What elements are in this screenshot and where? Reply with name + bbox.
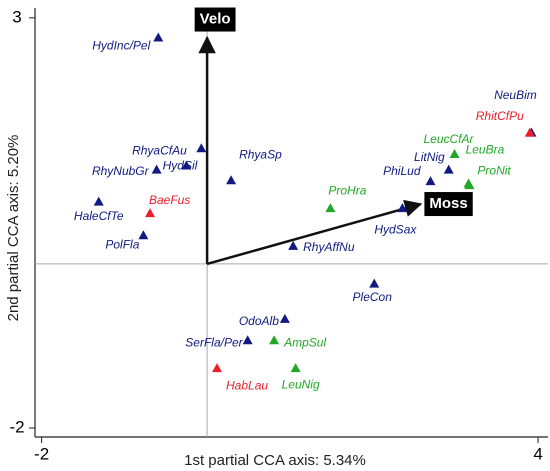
arrow-label-box bbox=[424, 192, 473, 217]
x-tick-label: -2 bbox=[34, 444, 49, 463]
x-tick-label: 4 bbox=[533, 444, 542, 463]
point-label: HydInc/Pel bbox=[92, 39, 150, 53]
point-label: PleCon bbox=[353, 290, 393, 304]
point-label: LeuBra bbox=[466, 143, 505, 157]
point-label: PhiLud bbox=[383, 164, 421, 178]
point-label: LeuNig bbox=[282, 377, 320, 391]
point bbox=[325, 203, 336, 213]
point-label: HydSax bbox=[374, 222, 417, 236]
point bbox=[369, 278, 380, 288]
point-label: LeucCfAr bbox=[423, 132, 474, 146]
point bbox=[290, 363, 301, 373]
point-label: RhitCfPu bbox=[476, 109, 524, 123]
point bbox=[288, 240, 299, 250]
point bbox=[242, 335, 253, 345]
point bbox=[524, 127, 535, 137]
point-label: RhyNubGr bbox=[92, 164, 150, 178]
arrow-label: Velo bbox=[200, 10, 231, 27]
point-label: ProHra bbox=[328, 183, 366, 197]
point bbox=[181, 160, 192, 170]
biplot-arrow bbox=[206, 199, 423, 266]
point-label: PolFla bbox=[105, 237, 139, 251]
point bbox=[212, 363, 223, 373]
point bbox=[449, 149, 460, 159]
point bbox=[397, 203, 408, 213]
x-axis-label: 1st partial CCA axis: 5.34% bbox=[184, 452, 366, 469]
point-label: HaleCfTe bbox=[74, 209, 124, 223]
point bbox=[464, 180, 475, 190]
point bbox=[93, 196, 104, 206]
point bbox=[279, 313, 290, 323]
point-label: OdoAlb bbox=[239, 314, 279, 328]
point-label: ProNit bbox=[477, 163, 511, 177]
point-label: NeuBim bbox=[494, 88, 537, 102]
point-label: BaeFus bbox=[149, 193, 190, 207]
arrow-label: Moss bbox=[429, 195, 467, 212]
point bbox=[138, 230, 149, 240]
y-tick-label: -2 bbox=[9, 417, 24, 436]
point bbox=[425, 176, 436, 186]
point bbox=[196, 143, 207, 153]
point bbox=[269, 335, 280, 345]
point bbox=[226, 175, 237, 185]
point bbox=[151, 164, 162, 174]
point-label: AmpSul bbox=[283, 335, 326, 349]
point bbox=[145, 208, 156, 218]
point-label: RhyaCfAu bbox=[132, 144, 187, 158]
point bbox=[443, 164, 454, 174]
y-axis-label: 2nd partial CCA axis: 5.20% bbox=[5, 135, 22, 322]
point-label: RhyAffNu bbox=[303, 240, 355, 254]
point bbox=[153, 32, 164, 42]
point-label: LitNig bbox=[414, 150, 445, 164]
point-label: SerFla/Per bbox=[185, 335, 243, 349]
arrow-label-box bbox=[194, 7, 236, 32]
point-label: RhyaSp bbox=[239, 147, 282, 161]
y-tick-label: 3 bbox=[12, 7, 21, 26]
point-label: HydSil bbox=[163, 158, 198, 172]
point-label: HabLau bbox=[226, 378, 268, 392]
